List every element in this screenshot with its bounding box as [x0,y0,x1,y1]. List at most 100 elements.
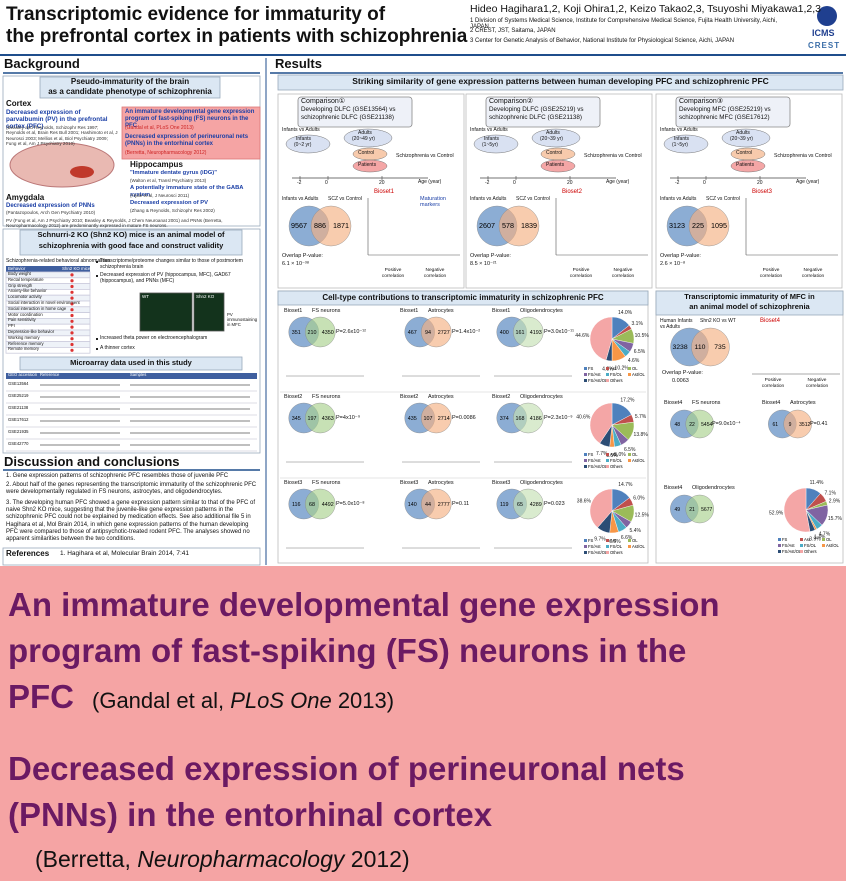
pie-slice [589,316,613,361]
venn-count: 2727 [438,330,450,336]
legend-label: FS/OL [610,458,623,463]
venn-count: 2607 [479,221,495,230]
venn-count: 225 [692,221,704,230]
bioset-label: Bioset2 [400,394,419,400]
comparison-line: schizophrenic DLFC (GSE21138) [489,114,582,121]
slice-label: 17.2% [620,397,635,403]
venn-count: 3512 [799,422,810,428]
note: PV (Fung et al, Am J Psychiatry 2010; Be… [6,218,223,229]
section-heading: Results [275,56,322,71]
accession: GSE13564 [8,381,29,386]
group-label: (0~2 yr) [294,142,312,148]
micrograph [193,292,225,332]
accession: GSE25219 [8,393,29,398]
group-oval [663,134,709,154]
group-label: Control [546,150,563,156]
venn-count: 3123 [669,221,685,230]
behavior: Locomotor activity [8,294,42,300]
venn-label: Infants vs Adults [660,196,697,202]
venn-label: SCZ vs Control [328,196,362,202]
bioset-label: Bioset3 [492,480,511,486]
venn-count: 2777 [438,502,450,508]
behavior: Reference memory [8,340,44,346]
group-oval [343,128,393,148]
venn-count: 4363 [322,416,334,422]
legend-swatch [778,538,781,541]
cell-type-label: Oligodendrocytes [520,394,563,400]
correlation-label: Positive correlation [761,378,785,389]
legend-swatch [584,545,587,548]
p-value: P=4x10⁻⁹ [336,415,361,421]
venn-count: 4289 [530,502,542,508]
box-title: Schnurri-2 KO (Shn2 KO) mice is an anima… [37,230,225,239]
highlight-ref: (Gandal et al, PLoS One 2013) [125,125,194,131]
slice-label: 6.6% [621,535,633,541]
axis-tick-label: 0 [325,180,328,186]
comparison-line: Developing MFC (GSE25219) vs [679,106,771,113]
result-dot [70,308,74,312]
box [2,547,261,566]
result-dot [70,273,74,277]
bullet [96,338,98,340]
p-value: P=0.023 [544,501,565,507]
zoom-line: An immature developmental gene expressio… [8,586,720,623]
venn-circle [513,316,544,348]
citation-text: (Gandal et al, [92,688,231,713]
group-oval [285,134,331,154]
legend-label: FS/Ast [588,372,601,377]
pie-slice [589,402,613,444]
legend-swatch [606,465,609,468]
slice-label: 40.6% [576,414,591,420]
legend-label: Ast/OL [632,544,645,549]
box [277,290,649,564]
cell-type-label: Oligodendrocytes [520,480,563,486]
slice-label: 12.5% [635,513,650,519]
legend-label: FS/Ast [588,458,601,463]
diagram-label: Infants vs Adults [660,127,698,133]
box [277,74,844,91]
slice-label: 3.5% [606,453,618,459]
venn-count: 467 [408,330,417,336]
comparison-title: Comparison① [301,98,346,105]
venn-count: 400 [500,330,509,336]
cell-type-label: Oligodendrocytes [520,308,563,314]
legend-swatch [628,459,631,462]
slice-label: 4.7% [819,532,831,538]
group-label: (20~39 yr) [730,136,753,142]
column-header: GEO accession [8,372,38,377]
cell-type-label: Astrocytes [790,400,816,406]
comparison-title: Comparison③ [679,98,724,105]
comparison-label [297,96,413,128]
venn-count: 3238 [672,344,687,351]
overlap-value: 8.5 × 10⁻²¹ [470,261,497,267]
overlap-value: 6.1 × 10⁻³⁸ [282,261,310,267]
axis-tick-label: 0 [703,180,706,186]
group-label: (1~5yr) [672,142,688,148]
venn-circle [310,205,352,247]
p-value: P=2.6x10⁻¹² [336,329,366,335]
venn-label: Human Infants vs Adults [660,318,693,330]
legend-label: OL [632,538,638,543]
micrograph [139,292,193,332]
diagram-label: Infants vs Adults [282,127,320,133]
venn-label: Infants vs Adults [470,196,507,202]
conclusion: 3. The developing human PFC showed a gen… [6,500,256,542]
legend-label: FS/Ast/OL [588,464,608,469]
venn-count: 197 [308,416,317,422]
legend-label: Ast [610,366,617,371]
legend-swatch [606,539,609,542]
logo: ICMS [812,28,835,38]
venn-count: 374 [500,416,509,422]
slice-label: 14.7% [618,482,633,488]
group-label: Adults [736,130,750,136]
legend-label: Ast [610,452,617,457]
bioset-label: Bioset4 [664,485,683,491]
venn-circle [513,488,544,520]
highlight: An immature developmental gene expressio… [125,109,255,129]
correlation-label: Negative correlation [423,268,447,279]
legend-label: FS/Ast [588,544,601,549]
venn-count: 68 [309,502,315,508]
group-oval [352,159,388,173]
slice-label: 5.4% [630,528,642,534]
